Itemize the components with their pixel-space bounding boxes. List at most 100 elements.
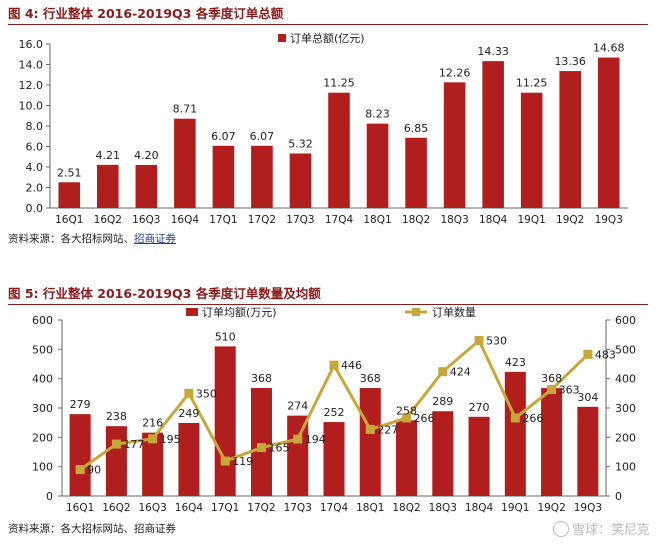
data-label: 4.21	[96, 149, 121, 162]
data-label: 13.36	[554, 55, 586, 68]
line-data-label: 424	[450, 366, 471, 379]
data-label: 4.20	[134, 149, 159, 162]
line-data-label: 177	[123, 438, 144, 451]
figure-4-source-link[interactable]: 招商证券	[134, 233, 176, 245]
data-label: 6.07	[250, 130, 275, 143]
line-data-label: 266	[522, 412, 543, 425]
bar-data-label: 423	[505, 356, 526, 369]
bar	[58, 182, 81, 208]
x-tick-label: 16Q3	[139, 502, 167, 514]
data-label: 6.07	[211, 130, 236, 143]
line-marker	[329, 360, 339, 370]
y2-tick-label: 200	[615, 431, 636, 444]
x-tick-label: 17Q4	[320, 502, 349, 514]
x-tick-label: 17Q1	[211, 502, 239, 514]
line-data-label: 119	[232, 455, 253, 468]
y2-tick-label: 400	[615, 373, 636, 386]
bar	[396, 420, 418, 496]
legend-swatch-bar	[186, 308, 198, 316]
bar	[214, 346, 236, 496]
x-tick-label: 17Q2	[248, 214, 276, 226]
data-label: 5.32	[288, 137, 313, 150]
line-marker	[293, 434, 303, 444]
figure-5-source: 资料来源：各大招标网站、招商证券	[8, 521, 176, 536]
y-tick-label: 8.0	[26, 120, 44, 133]
line-data-label: 165	[268, 442, 289, 455]
y-tick-label: 200	[32, 431, 53, 444]
bar	[405, 137, 427, 208]
bar-data-label: 252	[324, 406, 345, 419]
legend-label: 订单总额(亿元)	[290, 31, 365, 45]
figure-4-source-prefix: 资料来源：各大招标网站、	[8, 233, 134, 245]
bar-data-label: 510	[215, 330, 236, 343]
bar	[289, 153, 312, 208]
bar	[69, 414, 91, 496]
bar-data-label: 368	[360, 372, 381, 385]
figure-4-title-rule	[8, 24, 648, 25]
line-data-label: 195	[160, 433, 181, 446]
x-tick-label: 18Q2	[402, 214, 430, 226]
line-marker	[547, 385, 557, 395]
y2-tick-label: 500	[615, 343, 636, 356]
x-tick-label: 16Q1	[66, 502, 94, 514]
line-marker	[184, 388, 194, 398]
y-tick-label: 14.0	[19, 59, 44, 72]
bar	[443, 82, 466, 208]
data-label: 12.26	[439, 66, 471, 79]
bar-data-label: 368	[541, 372, 562, 385]
y-tick-label: 300	[32, 402, 53, 415]
data-label: 11.25	[516, 77, 548, 90]
x-tick-label: 16Q3	[132, 214, 160, 226]
y2-tick-label: 0	[615, 490, 622, 503]
y2-tick-label: 600	[615, 314, 636, 327]
bar	[328, 92, 350, 208]
bar-data-label: 270	[469, 401, 490, 414]
figure-4-source: 资料来源：各大招标网站、招商证券	[8, 231, 176, 246]
line-marker	[111, 439, 121, 449]
bar	[504, 371, 526, 496]
bar	[366, 123, 389, 208]
x-tick-label: 16Q2	[102, 502, 130, 514]
x-tick-label: 17Q4	[325, 214, 354, 226]
legend-label-line: 订单数量	[432, 306, 476, 319]
bar	[287, 415, 309, 496]
data-label: 2.51	[57, 166, 82, 179]
bar	[541, 388, 563, 496]
figure-5-source-prefix: 资料来源：各大招标网站、招商证券	[8, 523, 176, 535]
bar	[597, 57, 620, 208]
bar-data-label: 216	[142, 417, 163, 430]
y-tick-label: 16.0	[19, 38, 44, 51]
data-label: 14.68	[593, 42, 625, 55]
data-label: 8.71	[173, 103, 198, 116]
line-data-label: 483	[595, 348, 616, 361]
x-tick-label: 18Q1	[356, 502, 384, 514]
legend-marker	[412, 308, 420, 316]
x-tick-label: 19Q2	[537, 502, 565, 514]
x-tick-label: 17Q1	[209, 214, 237, 226]
line-marker	[402, 413, 412, 423]
y-tick-label: 2.0	[26, 182, 44, 195]
figure-5-title: 图 5: 行业整体 2016-2019Q3 各季度订单数量及均额	[8, 286, 321, 301]
y-tick-label: 10.0	[19, 100, 44, 113]
bar	[174, 118, 196, 208]
bar	[577, 406, 599, 496]
bar-data-label: 258	[396, 404, 417, 417]
bar	[142, 432, 164, 496]
figure-5-title-rule	[8, 304, 648, 305]
bar-data-label: 368	[251, 372, 272, 385]
line-marker	[583, 349, 593, 359]
y-tick-label: 600	[32, 314, 53, 327]
bar	[520, 92, 543, 208]
x-tick-label: 19Q1	[501, 502, 529, 514]
y-tick-label: 0.0	[26, 202, 44, 215]
bar-data-label: 274	[287, 400, 308, 413]
data-label: 6.85	[404, 122, 429, 135]
data-label: 11.25	[323, 77, 355, 90]
order-count-average-chart: 0 100 200 300 400 500 600 0 100 200 300 400 500 600 16…	[32, 306, 636, 514]
order-total-chart: 0.0 2.0 4.0 6.0 8.0 10.0 12.0 14.0 16.0 2.51 16Q1 4…	[19, 31, 628, 226]
snowball-logo-icon	[552, 521, 569, 537]
x-tick-label: 17Q3	[286, 214, 314, 226]
bar	[482, 61, 504, 209]
x-tick-label: 19Q2	[556, 214, 584, 226]
bar	[359, 388, 381, 496]
